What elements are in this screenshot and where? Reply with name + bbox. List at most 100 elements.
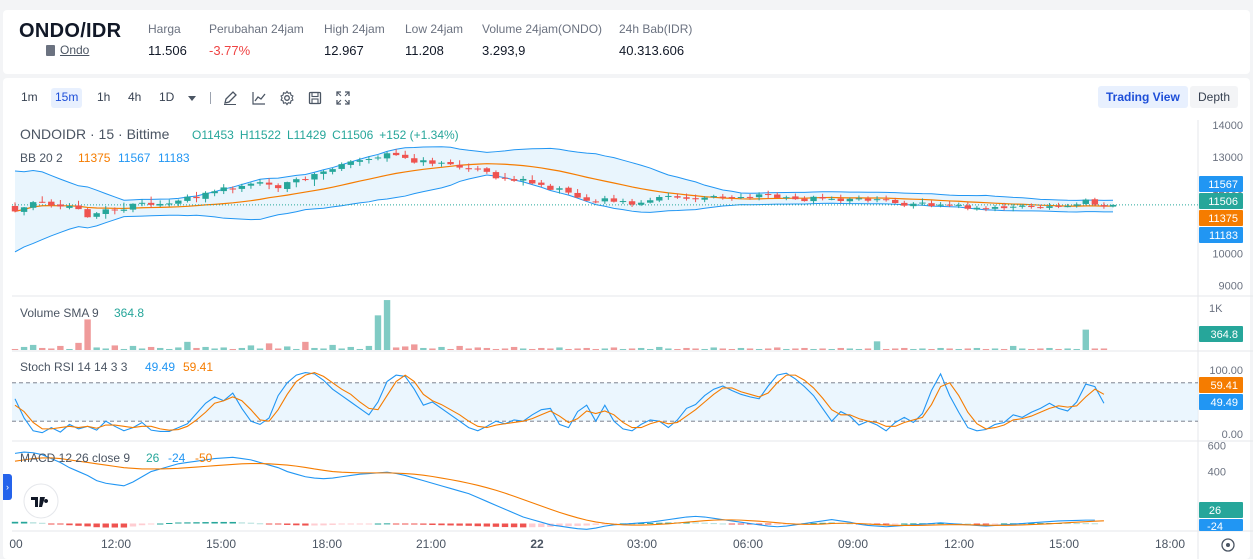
price-axis-tick: 9000 bbox=[1219, 280, 1243, 292]
candle-body bbox=[728, 197, 736, 199]
timeframe-1m[interactable]: 1m bbox=[21, 90, 38, 104]
stoch-k-badge-label: 49.49 bbox=[1210, 397, 1238, 409]
volume-bar bbox=[1082, 329, 1089, 350]
candle-body bbox=[347, 161, 354, 165]
volume-bar bbox=[102, 348, 109, 350]
volume-bar bbox=[338, 348, 345, 350]
candle-body bbox=[365, 158, 373, 160]
volume-bar bbox=[438, 346, 445, 350]
macd-histogram-bar bbox=[48, 523, 55, 525]
candle-body bbox=[1009, 206, 1017, 208]
bollinger-fill bbox=[15, 146, 1113, 252]
volume-bar bbox=[265, 343, 273, 350]
volume-bar bbox=[692, 348, 699, 350]
volume-axis-tick: 1K bbox=[1209, 303, 1223, 315]
volume-badge-label: 364.8 bbox=[1210, 329, 1238, 341]
settings-icon[interactable] bbox=[279, 90, 295, 106]
coin-link[interactable]: Ondo bbox=[60, 43, 90, 57]
stat-label: Low 24jam bbox=[405, 22, 464, 36]
candle-body bbox=[647, 200, 654, 203]
macd-histogram-bar bbox=[138, 523, 146, 526]
macd-histogram-bar bbox=[311, 523, 318, 526]
volume-bar bbox=[383, 300, 391, 350]
volume-bar bbox=[274, 348, 282, 350]
macd-legend-label: MACD 12 26 close 9 bbox=[20, 451, 130, 465]
volume-bar bbox=[619, 348, 627, 350]
candle-body bbox=[175, 200, 182, 204]
volume-bar bbox=[810, 348, 817, 350]
pencil-icon[interactable] bbox=[222, 90, 238, 106]
candle-body bbox=[338, 164, 345, 169]
volume-bar bbox=[66, 348, 73, 350]
macd-histogram-bar bbox=[392, 523, 400, 525]
stoch-d-badge-label: 59.41 bbox=[1210, 380, 1238, 392]
volume-bar bbox=[882, 348, 890, 350]
depth-tab[interactable]: Depth bbox=[1190, 86, 1239, 108]
save-icon[interactable] bbox=[307, 90, 323, 106]
candle-body bbox=[846, 198, 854, 202]
macd-histogram-bar bbox=[229, 521, 236, 524]
line-chart-icon[interactable] bbox=[251, 90, 267, 106]
candle-body bbox=[1100, 205, 1108, 207]
candle-body bbox=[864, 198, 872, 201]
ohlc-value: C11506 bbox=[332, 128, 373, 142]
candle-body bbox=[828, 198, 835, 200]
stoch-legend-k: 49.49 bbox=[145, 360, 175, 374]
macd-histogram-bar bbox=[420, 523, 427, 525]
timeframe-15m[interactable]: 15m bbox=[51, 88, 83, 108]
candle-body bbox=[973, 207, 981, 210]
candle-body bbox=[438, 162, 445, 164]
timeframe-1d[interactable]: 1D bbox=[159, 90, 175, 104]
candle-body bbox=[746, 196, 754, 198]
candle-body bbox=[592, 201, 599, 203]
macd-histogram-bar bbox=[474, 523, 481, 527]
candle-body bbox=[1073, 204, 1080, 206]
candle-body bbox=[547, 185, 554, 190]
macd-histogram-bar bbox=[465, 523, 472, 526]
stoch-axis-tick: 100.00 bbox=[1209, 365, 1243, 377]
timeframe-4h[interactable]: 4h bbox=[128, 90, 142, 104]
macd-histogram-bar bbox=[964, 523, 972, 525]
ohlc-value: O11453 bbox=[192, 128, 234, 142]
ohlc-value: H11522 bbox=[240, 128, 281, 142]
drawing-sidebar-toggle[interactable]: › bbox=[3, 474, 12, 500]
time-axis-tick: 18:00 bbox=[1155, 537, 1185, 551]
macd-histogram-bar bbox=[184, 522, 191, 524]
candle-body bbox=[637, 202, 645, 205]
candle-body bbox=[991, 207, 999, 209]
volume-bar bbox=[928, 348, 935, 350]
macd-legend-macd: 26 bbox=[146, 451, 160, 465]
trading-view-tab[interactable]: Trading View bbox=[1098, 86, 1188, 108]
volume-bar bbox=[764, 348, 772, 350]
fullscreen-icon[interactable] bbox=[335, 90, 351, 106]
candle-body bbox=[519, 178, 527, 181]
chart-toolbar: 1m 15m 1h 4h 1D Trading View Depth bbox=[3, 78, 1250, 116]
volume-bar bbox=[11, 348, 19, 350]
candle-body bbox=[946, 204, 953, 206]
bollinger-mid-line bbox=[14, 163, 1114, 213]
candle-body bbox=[138, 202, 146, 204]
price-badge-label: 11506 bbox=[1208, 196, 1238, 208]
macd-histogram-bar bbox=[583, 523, 590, 526]
time-axis-tick: 03:00 bbox=[627, 537, 657, 551]
macd-histogram-bar bbox=[156, 523, 164, 525]
timeframe-dropdown-icon[interactable] bbox=[185, 90, 199, 106]
volume-bar bbox=[175, 347, 182, 350]
volume-bar bbox=[901, 347, 908, 350]
candle-body bbox=[855, 198, 863, 200]
volume-bar bbox=[746, 348, 754, 350]
macd-histogram-bar bbox=[719, 523, 727, 525]
candle-body bbox=[483, 168, 491, 172]
macd-histogram-bar bbox=[510, 523, 518, 528]
macd-histogram-bar bbox=[256, 523, 264, 525]
macd-histogram-bar bbox=[910, 523, 917, 525]
volume-bar bbox=[311, 347, 318, 350]
macd-histogram-bar bbox=[501, 523, 509, 528]
macd-histogram-bar bbox=[66, 523, 73, 526]
candle-body bbox=[764, 194, 772, 196]
volume-bar bbox=[556, 347, 563, 350]
timeframe-1h[interactable]: 1h bbox=[97, 90, 111, 104]
volume-bar bbox=[964, 348, 972, 350]
bollinger-upper-line bbox=[14, 146, 1114, 201]
